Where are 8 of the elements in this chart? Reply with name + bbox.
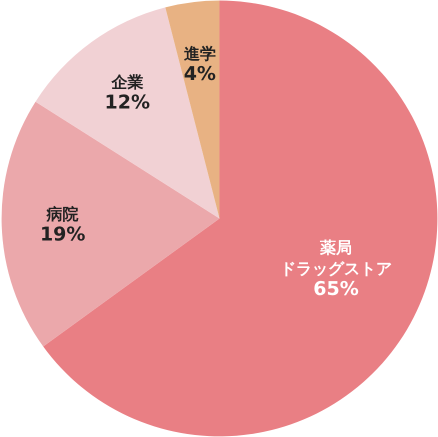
slice-label: 企業 [110,72,144,92]
slice-label: 病院 [46,204,79,224]
data-label: 19% [40,223,86,246]
data-label: 12% [104,92,150,114]
data-label: 65% [313,278,359,300]
slice-label: 進学 [182,44,216,63]
slice-label: 薬局ドラッグストア [280,238,392,278]
data-label: 4% [184,62,216,85]
